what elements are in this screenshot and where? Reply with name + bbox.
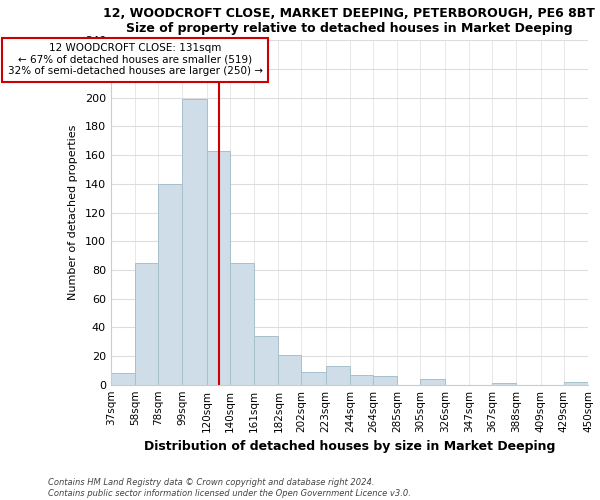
Bar — [564, 382, 588, 384]
Bar — [207, 151, 230, 384]
Bar — [182, 99, 207, 384]
Bar — [350, 374, 373, 384]
Bar — [111, 374, 135, 384]
Text: Contains HM Land Registry data © Crown copyright and database right 2024.
Contai: Contains HM Land Registry data © Crown c… — [48, 478, 411, 498]
Bar — [278, 354, 301, 384]
Y-axis label: Number of detached properties: Number of detached properties — [68, 125, 78, 300]
Title: 12, WOODCROFT CLOSE, MARKET DEEPING, PETERBOROUGH, PE6 8BT
Size of property rela: 12, WOODCROFT CLOSE, MARKET DEEPING, PET… — [103, 7, 595, 35]
Bar — [373, 376, 397, 384]
Bar — [421, 379, 445, 384]
X-axis label: Distribution of detached houses by size in Market Deeping: Distribution of detached houses by size … — [144, 440, 555, 453]
Text: 12 WOODCROFT CLOSE: 131sqm
← 67% of detached houses are smaller (519)
32% of sem: 12 WOODCROFT CLOSE: 131sqm ← 67% of deta… — [8, 43, 263, 76]
Bar — [158, 184, 182, 384]
Bar — [254, 336, 278, 384]
Bar — [326, 366, 350, 384]
Bar — [135, 262, 158, 384]
Bar — [301, 372, 326, 384]
Bar — [230, 262, 254, 384]
